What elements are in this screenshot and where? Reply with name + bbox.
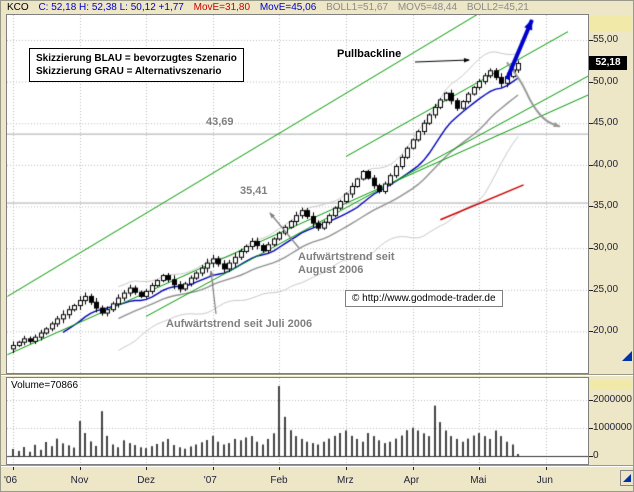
time-tick-mark xyxy=(546,465,547,470)
time-tick-label: Feb xyxy=(270,475,288,486)
august-trend-label-line2: August 2006 xyxy=(298,264,364,276)
time-tick-label: '06 xyxy=(4,475,18,486)
time-tick-label: Jun xyxy=(536,475,553,486)
price-tick-label: 20,00 xyxy=(593,325,619,337)
volume-chart-panel: Volume=70866 xyxy=(6,377,589,465)
time-tick-mark xyxy=(346,465,347,470)
price-axis: 55,00 50,00 45,00 40,00 35,00 30,00 25,00 20,00… xyxy=(589,1,633,491)
symbol-label: KCO xyxy=(7,2,29,13)
volume-tick-label: 0 xyxy=(593,450,599,461)
july-trend-label: Aufwärtstrend seit Juli 2006 xyxy=(166,318,313,330)
price-tick-label: 35,00 xyxy=(593,200,619,212)
time-tick-label: '07 xyxy=(203,475,217,486)
time-tick-mark xyxy=(146,465,147,470)
price-tick-label: 25,00 xyxy=(593,283,619,295)
volume-readout: Volume=70866 xyxy=(11,380,79,391)
mov5-readout: MOV5=48,44 xyxy=(397,2,458,13)
scroll-thumb-top[interactable] xyxy=(590,16,632,32)
price-tick-label: 30,00 xyxy=(593,242,619,254)
legend-line-blue: Skizzierung BLAU = bevorzugtes Szenario xyxy=(36,53,237,64)
pullback-label: Pullbackline xyxy=(337,48,402,60)
panel-separator xyxy=(1,374,633,376)
time-tick-label: Nov xyxy=(70,475,89,486)
time-tick-mark xyxy=(279,465,280,470)
copyright-watermark: © http://www.godmode-trader.de xyxy=(345,290,503,307)
volume-tick-mark xyxy=(589,400,593,401)
scroll-arrow-icon[interactable] xyxy=(622,351,632,361)
price-tick-label: 45,00 xyxy=(593,117,619,129)
price-tick-mark xyxy=(589,123,593,125)
price-tick-mark xyxy=(589,206,593,208)
scroll-thumb-volume[interactable] xyxy=(590,379,632,390)
time-tick-mark xyxy=(479,465,480,470)
scroll-corner-arrow-icon xyxy=(623,474,631,482)
move-red-readout: MovE=31,80 xyxy=(193,2,251,13)
volume-tick-label: 2000000 xyxy=(593,394,632,405)
price-tick-mark xyxy=(589,331,593,333)
price-tick-mark xyxy=(589,39,593,41)
price-tick-mark xyxy=(589,81,593,83)
volume-tick-label: 1000000 xyxy=(593,422,632,433)
last-price-tag: 52,18 xyxy=(589,56,627,70)
price-chart-panel: Skizzierung BLAU = bevorzugtes Szenario … xyxy=(6,14,589,374)
resistance-level-label-1: 43,69 xyxy=(206,116,234,128)
price-tick-mark xyxy=(589,164,593,166)
ohlc-readout: C: 52,18 H: 52,38 L: 50,12 +1,77 xyxy=(38,2,184,13)
time-axis: '06 Nov Dez '07 Feb Mrz Apr Mai Jun xyxy=(1,463,633,491)
price-tick-label: 40,00 xyxy=(593,158,619,170)
price-tick-label: 55,00 xyxy=(593,33,619,45)
volume-chart-canvas[interactable] xyxy=(7,378,588,464)
time-tick-label: Apr xyxy=(403,475,420,486)
time-tick-mark xyxy=(213,465,214,470)
price-tick-mark xyxy=(589,248,593,250)
quote-header: KCO C: 52,18 H: 52,38 L: 50,12 +1,77 Mov… xyxy=(7,2,536,13)
time-tick-label: Dez xyxy=(137,475,155,486)
move-blue-readout: MovE=45,06 xyxy=(259,2,317,13)
time-tick-mark xyxy=(413,465,414,470)
price-tick-label: 50,00 xyxy=(593,75,619,87)
scenario-legend: Skizzierung BLAU = bevorzugtes Szenario … xyxy=(29,48,244,82)
volume-tick-mark xyxy=(589,428,593,429)
august-trend-label-line1: Aufwärtstrend seit xyxy=(298,251,395,263)
boll1-readout: BOLL1=51,67 xyxy=(326,2,389,13)
resistance-level-label-2: 35,41 xyxy=(240,185,268,197)
august-trend-label: Aufwärtstrend seit August 2006 xyxy=(298,251,395,277)
time-tick-mark xyxy=(13,465,14,470)
legend-line-gray: Skizzierung GRAU = Alternativszenario xyxy=(36,66,222,77)
time-tick-label: Mai xyxy=(470,475,487,486)
price-tick-mark xyxy=(589,289,593,291)
volume-tick-mark xyxy=(589,456,593,457)
axis-separator xyxy=(1,465,633,467)
time-tick-mark xyxy=(80,465,81,470)
time-tick-label: Mrz xyxy=(337,475,354,486)
boll2-readout: BOLL2=45,21 xyxy=(466,2,529,13)
scroll-corner-button[interactable] xyxy=(620,470,633,486)
